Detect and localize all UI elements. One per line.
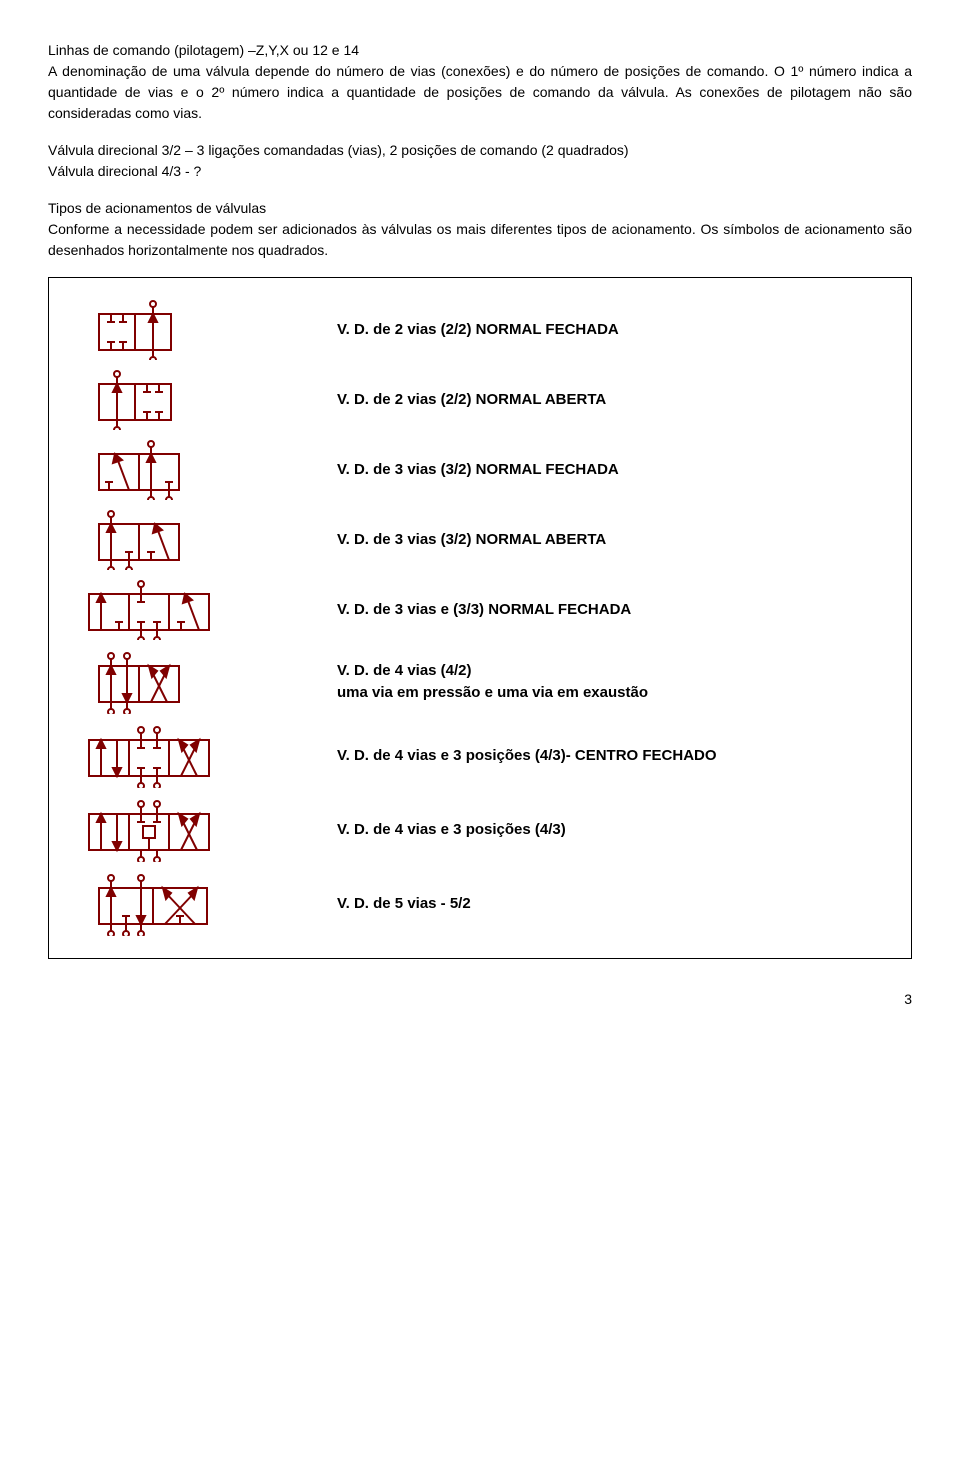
- valve-label-4-2: V. D. de 4 vias (4/2) uma via em pressão…: [329, 660, 648, 705]
- valve-label-2-2-nf: V. D. de 2 vias (2/2) NORMAL FECHADA: [329, 319, 619, 342]
- valve-row-5-2: V. D. de 5 vias - 5/2: [57, 872, 903, 936]
- valve-row-3-2-na: V. D. de 3 vias (3/2) NORMAL ABERTA: [57, 510, 903, 570]
- page-number: 3: [48, 989, 912, 1010]
- valve-label-2-2-na: V. D. de 2 vias (2/2) NORMAL ABERTA: [329, 389, 606, 412]
- valve-symbol-4-2: [57, 650, 329, 714]
- valve-example-2: Válvula direcional 4/3 - ?: [48, 161, 912, 182]
- valve-label-3-2-nf: V. D. de 3 vias (3/2) NORMAL FECHADA: [329, 459, 619, 482]
- cmd-lines-heading: Linhas de comando (pilotagem) –Z,Y,X ou …: [48, 40, 912, 61]
- valve-label-3-3-nf: V. D. de 3 vias e (3/3) NORMAL FECHADA: [329, 599, 631, 622]
- valve-symbol-3-2-nf: [57, 440, 329, 500]
- valve-symbol-3-3-nf: [57, 580, 329, 640]
- valve-row-4-2: V. D. de 4 vias (4/2) uma via em pressão…: [57, 650, 903, 714]
- valve-row-4-3: V. D. de 4 vias e 3 posições (4/3): [57, 798, 903, 862]
- valve-symbol-2-2-na: [57, 370, 329, 430]
- valve-label-4-3-cf: V. D. de 4 vias e 3 posições (4/3)- CENT…: [329, 745, 717, 768]
- actuation-types-heading: Tipos de acionamentos de válvulas: [48, 198, 912, 219]
- valve-example-1: Válvula direcional 3/2 – 3 ligações coma…: [48, 140, 912, 161]
- valve-symbol-table: V. D. de 2 vias (2/2) NORMAL FECHADA: [48, 277, 912, 959]
- valve-symbol-4-3-cf: [57, 724, 329, 788]
- valve-label-5-2: V. D. de 5 vias - 5/2: [329, 893, 471, 916]
- valve-label-4-3: V. D. de 4 vias e 3 posições (4/3): [329, 819, 566, 842]
- valve-symbol-4-3: [57, 798, 329, 862]
- valve-row-2-2-na: V. D. de 2 vias (2/2) NORMAL ABERTA: [57, 370, 903, 430]
- valve-naming-paragraph: A denominação de uma válvula depende do …: [48, 61, 912, 124]
- valve-row-4-3-cf: V. D. de 4 vias e 3 posições (4/3)- CENT…: [57, 724, 903, 788]
- valve-row-3-3-nf: V. D. de 3 vias e (3/3) NORMAL FECHADA: [57, 580, 903, 640]
- valve-symbol-2-2-nf: [57, 300, 329, 360]
- valve-row-2-2-nf: V. D. de 2 vias (2/2) NORMAL FECHADA: [57, 300, 903, 360]
- valve-label-3-2-na: V. D. de 3 vias (3/2) NORMAL ABERTA: [329, 529, 606, 552]
- valve-symbol-3-2-na: [57, 510, 329, 570]
- valve-symbol-5-2: [57, 872, 329, 936]
- valve-row-3-2-nf: V. D. de 3 vias (3/2) NORMAL FECHADA: [57, 440, 903, 500]
- actuation-types-body: Conforme a necessidade podem ser adicion…: [48, 219, 912, 261]
